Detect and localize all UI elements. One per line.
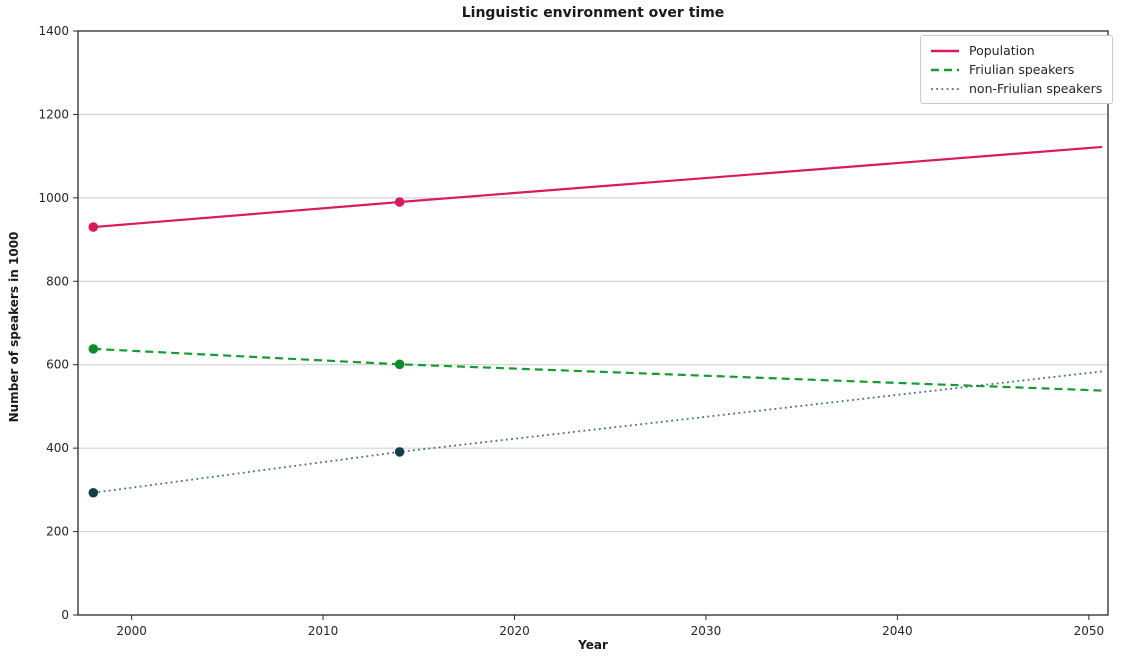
series-line xyxy=(93,347,1103,392)
data-point-marker xyxy=(394,197,405,207)
y-tick-label: 600 xyxy=(46,358,69,372)
y-tick-label: 200 xyxy=(46,525,69,539)
data-point-marker xyxy=(88,222,99,232)
legend-label: Friulian speakers xyxy=(969,62,1075,77)
x-tick-label: 2000 xyxy=(116,624,147,638)
x-axis-label: Year xyxy=(578,638,608,652)
x-tick-label: 2030 xyxy=(691,624,722,638)
y-tick-label: 1000 xyxy=(38,191,69,205)
data-point-marker xyxy=(394,447,405,457)
x-tick-label: 2040 xyxy=(882,624,913,638)
y-tick-label: 0 xyxy=(61,608,69,622)
legend-item: non-Friulian speakers xyxy=(930,81,1102,96)
y-axis-label-text: Number of speakers in 1000 xyxy=(7,231,21,423)
legend-line-sample xyxy=(931,87,959,90)
legend-line-sample xyxy=(931,68,959,71)
y-tick-label: 1400 xyxy=(38,24,69,38)
plot-border xyxy=(77,30,1109,616)
data-point-marker xyxy=(88,487,99,498)
x-tick-label: 2020 xyxy=(499,624,530,638)
y-tick-label: 800 xyxy=(46,274,69,288)
x-tick-label: 2050 xyxy=(1074,624,1105,638)
chart-title: Linguistic environment over time xyxy=(461,5,725,21)
legend: Population Friulian speakers non-Friulian … xyxy=(920,35,1114,104)
legend-item: Population xyxy=(930,43,1102,58)
x-tick-label: 2010 xyxy=(308,624,339,638)
legend-item: Friulian speakers xyxy=(930,62,1102,77)
legend-label: Population xyxy=(969,43,1035,58)
data-point-marker xyxy=(88,344,99,354)
y-tick-label: 400 xyxy=(46,441,69,455)
legend-line-sample xyxy=(931,49,959,52)
data-point-marker xyxy=(394,359,405,370)
series-line xyxy=(93,370,1103,494)
series-line xyxy=(93,145,1103,229)
y-tick-label: 1200 xyxy=(38,107,69,121)
legend-label: non-Friulian speakers xyxy=(969,81,1103,96)
